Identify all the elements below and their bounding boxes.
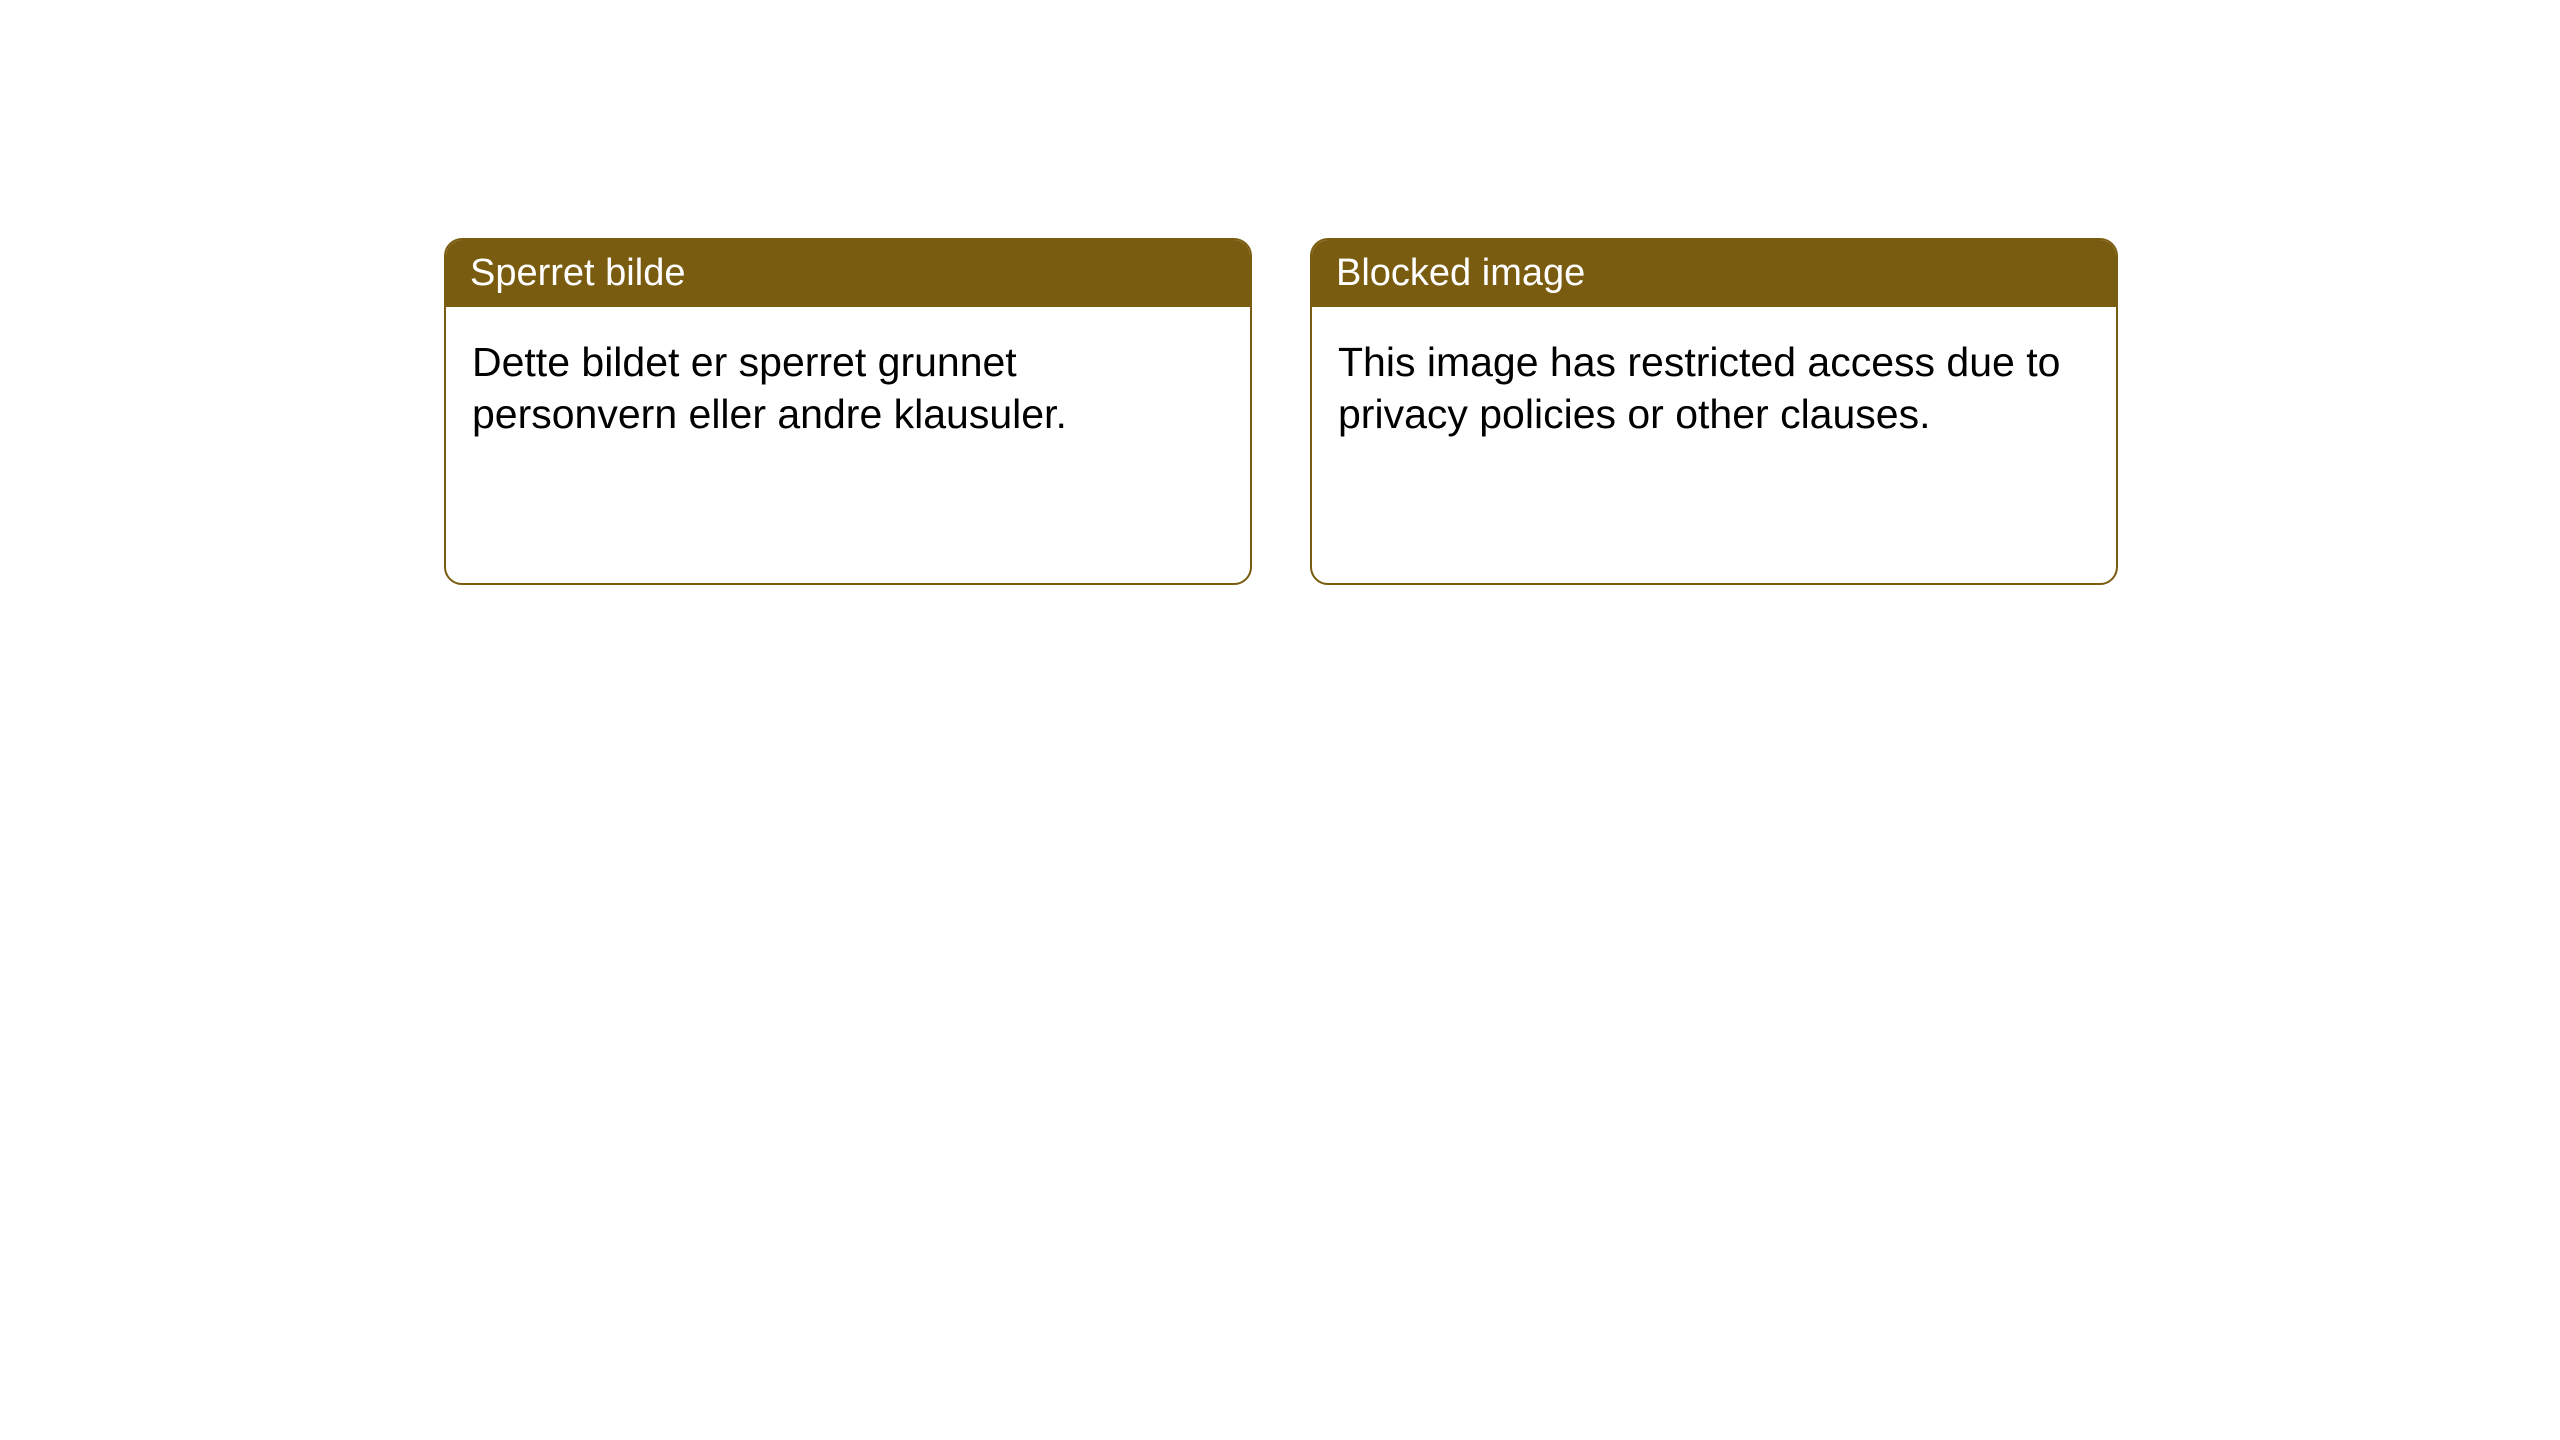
notice-body-norwegian: Dette bildet er sperret grunnet personve… (446, 307, 1250, 583)
notice-title-norwegian: Sperret bilde (470, 252, 685, 294)
notice-box-norwegian: Sperret bilde Dette bildet er sperret gr… (444, 238, 1252, 585)
notice-text-norwegian: Dette bildet er sperret grunnet personve… (472, 339, 1067, 437)
notice-box-english: Blocked image This image has restricted … (1310, 238, 2118, 585)
notice-container: Sperret bilde Dette bildet er sperret gr… (0, 0, 2560, 585)
notice-title-english: Blocked image (1336, 252, 1585, 294)
notice-header-norwegian: Sperret bilde (446, 240, 1250, 307)
notice-header-english: Blocked image (1312, 240, 2116, 307)
notice-body-english: This image has restricted access due to … (1312, 307, 2116, 583)
notice-text-english: This image has restricted access due to … (1338, 339, 2060, 437)
